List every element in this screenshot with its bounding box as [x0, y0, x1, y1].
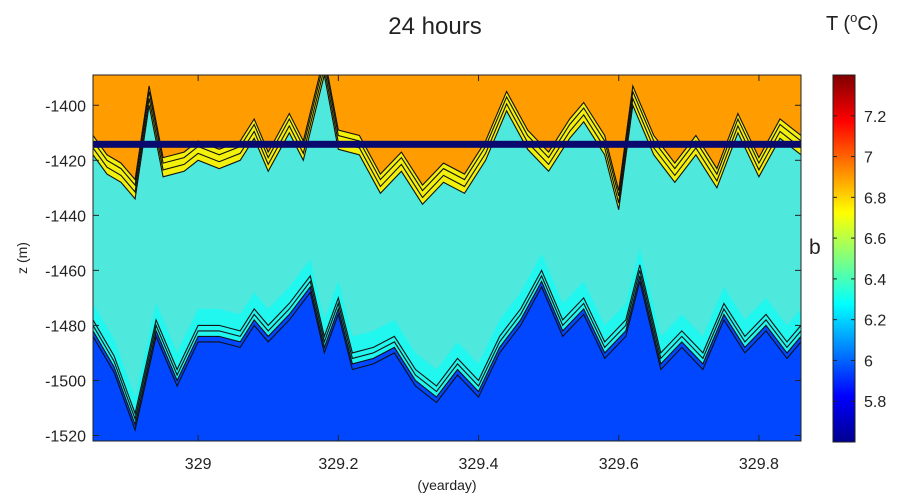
colorbar-tick-label: 6.4 [864, 272, 886, 289]
y-tick-label: -1420 [45, 153, 86, 170]
y-tick-label: -1440 [45, 208, 86, 225]
colorbar-tick-label: 6.8 [864, 190, 886, 207]
x-tick-label: 329 [185, 456, 212, 473]
lower-contour-line [93, 275, 801, 427]
colorbar [832, 74, 856, 443]
y-tick-label: -1460 [45, 263, 86, 280]
lower-contour-line [93, 281, 801, 432]
y-axis-label: z (m) [14, 242, 30, 274]
panel-label: b [809, 236, 821, 259]
colorbar-tick-label: 7 [864, 150, 873, 167]
colorbar-label-unit: C) [857, 13, 878, 35]
plot-frame [92, 74, 802, 442]
cold-transition-fill [93, 248, 801, 425]
x-tick-label: 329.8 [739, 456, 779, 473]
y-tick-label: -1500 [45, 373, 86, 390]
upper-contour-line [93, 75, 801, 210]
upper-contour-line [93, 75, 801, 204]
lower-contour-line [93, 264, 801, 416]
y-tick-label: -1480 [45, 318, 86, 335]
plot-area [93, 75, 801, 441]
cold-layer-fill [93, 275, 801, 441]
x-tick-label: 329.2 [318, 456, 358, 473]
colorbar-tick-label: 6 [864, 353, 873, 370]
y-tick-label: -1400 [45, 98, 86, 115]
colorbar-tick-label: 6.2 [864, 313, 886, 330]
colorbar-tick-label: 6.6 [864, 231, 886, 248]
x-axis-label: (yearday) [417, 477, 476, 493]
x-tick-label: 329.4 [459, 456, 499, 473]
y-tick-label: -1520 [45, 428, 86, 445]
colorbar-tick-label: 7.2 [864, 109, 886, 126]
upper-contour-line [93, 75, 801, 197]
x-tick-label: 329.6 [599, 456, 639, 473]
colorbar-label: T (oC) [826, 10, 878, 35]
chart-title: 24 hours [388, 13, 481, 40]
colorbar-tick-label: 5.8 [864, 394, 886, 411]
colorbar-label-main: T ( [826, 13, 850, 35]
upper-contour-line [93, 75, 801, 191]
warm-transition-fill [93, 75, 801, 210]
colorbar-label-sup: o [850, 10, 857, 25]
reference-line [93, 140, 801, 148]
lower-contour-line [93, 270, 801, 421]
